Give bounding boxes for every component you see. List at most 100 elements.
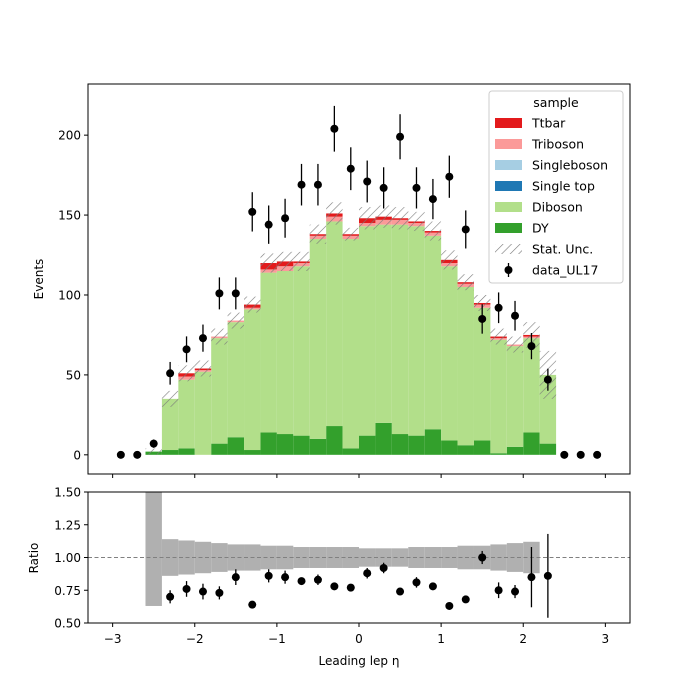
data-point-6 <box>215 289 224 298</box>
ratio-y-tick-label-2: 1.00 <box>54 551 81 565</box>
bar-dy-8 <box>276 434 294 455</box>
legend-items: Ttbar Triboson Singleboson Single top Diboso… <box>495 116 608 278</box>
data-point-12 <box>313 180 322 189</box>
stat-unc-box-20 <box>473 294 491 311</box>
bar-diboson-7 <box>260 272 277 433</box>
legend: sample Ttbar Triboson Singleboson Single to… <box>488 90 624 284</box>
bar-dy-6 <box>244 450 261 455</box>
ratio-point-14 <box>396 587 405 596</box>
ratio-point-11 <box>346 583 355 592</box>
data-point-24 <box>511 311 520 320</box>
main-x-ticks <box>112 474 606 478</box>
bar-diboson-22 <box>506 346 524 447</box>
bar-dy-16 <box>408 435 425 455</box>
ratio-x-tick-label-0: −3 <box>104 632 122 646</box>
bar-diboson-12 <box>342 239 359 449</box>
stat-unc-box-4 <box>211 328 228 345</box>
main-panel: 0 50 100 150 200 Events sample Ttbar Triboson… <box>32 83 631 478</box>
legend-swatch-triboson <box>495 139 522 149</box>
stat-unc-box-0 <box>145 448 162 455</box>
bar-diboson-3 <box>194 371 212 455</box>
data-point-0 <box>116 450 125 459</box>
stat-unc-box-6 <box>244 296 261 313</box>
x-axis-label: Leading lep η <box>319 654 400 668</box>
data-point-17 <box>396 132 405 141</box>
data-point-26 <box>543 375 552 384</box>
bar-diboson-4 <box>211 338 228 444</box>
bar-diboson-5 <box>227 322 245 438</box>
data-points <box>116 105 602 459</box>
data-point-5 <box>198 334 207 343</box>
main-y-tick-label-50: 50 <box>66 368 81 382</box>
stat-unc-box-9 <box>293 251 310 272</box>
bar-dy-4 <box>211 443 228 455</box>
main-y-tick-label-200: 200 <box>58 129 81 143</box>
ratio-band-box-0 <box>145 492 162 606</box>
bar-dy-14 <box>375 422 392 455</box>
ratio-band-box-7 <box>260 545 277 570</box>
ratio-point-0 <box>166 592 175 601</box>
stat-unc-box-8 <box>276 251 294 272</box>
stat-unc-box-11 <box>326 202 343 225</box>
stat-unc-box-21 <box>490 328 507 345</box>
legend-title: sample <box>533 95 579 110</box>
bar-diboson-1 <box>161 398 179 451</box>
ratio-band-box-13 <box>359 548 376 567</box>
ratio-x-tick-label-5: 2 <box>519 632 527 646</box>
legend-swatch-dy <box>495 223 522 233</box>
bar-diboson-10 <box>309 239 327 439</box>
bar-diboson-9 <box>293 266 310 436</box>
ratio-point-23 <box>543 571 552 580</box>
ratio-point-22 <box>527 573 536 582</box>
ratio-x-axis: −3 −2 −1 0 1 2 3 <box>104 623 609 646</box>
stat-unc-box-14 <box>375 205 392 228</box>
ratio-x-tick-label-4: 1 <box>437 632 445 646</box>
main-y-tick-label-0: 0 <box>73 448 81 462</box>
legend-label-data-ul17: data_UL17 <box>532 263 598 278</box>
data-point-9 <box>264 220 273 229</box>
ratio-band-box-1 <box>161 539 179 576</box>
data-point-23 <box>494 303 503 312</box>
stat-unc-box-5 <box>227 312 245 329</box>
ratio-points <box>166 533 552 618</box>
data-point-18 <box>412 183 421 192</box>
bar-dy-7 <box>260 432 277 455</box>
data-point-11 <box>297 180 306 189</box>
data-point-19 <box>428 195 437 204</box>
legend-swatch-stat-unc- <box>495 244 522 254</box>
bar-diboson-19 <box>457 286 474 446</box>
legend-swatch-single-top <box>495 181 522 191</box>
ratio-point-10 <box>330 582 339 591</box>
stat-unc-box-2 <box>178 365 195 382</box>
ratio-point-9 <box>313 575 322 584</box>
data-point-4 <box>182 345 191 354</box>
ratio-point-16 <box>428 582 437 591</box>
ratio-y-tick-label-0: 0.50 <box>54 617 81 631</box>
ratio-y-axis: 0.50 0.75 1.00 1.25 1.50 <box>54 486 88 631</box>
ratio-x-tick-label-6: 3 <box>602 632 610 646</box>
bar-dy-11 <box>326 426 343 455</box>
ratio-point-18 <box>461 595 470 604</box>
bar-dy-1 <box>161 450 179 455</box>
ratio-point-15 <box>412 578 421 587</box>
data-point-15 <box>363 177 372 186</box>
data-point-13 <box>330 124 339 133</box>
data-point-22 <box>478 314 487 323</box>
bar-diboson-17 <box>424 235 442 430</box>
stat-unc-box-12 <box>342 227 359 241</box>
legend-label-dy: DY <box>532 221 549 236</box>
ratio-x-tick-label-2: −1 <box>268 632 286 646</box>
ratio-y-tick-label-4: 1.50 <box>54 486 81 500</box>
ratio-point-17 <box>445 601 454 610</box>
ratio-point-19 <box>478 553 487 562</box>
bar-dy-24 <box>539 443 557 455</box>
bar-dy-13 <box>359 435 376 455</box>
legend-label-diboson: Diboson <box>532 200 583 215</box>
ratio-point-21 <box>511 587 520 596</box>
bar-diboson-16 <box>408 226 425 436</box>
ratio-point-8 <box>297 577 306 586</box>
ratio-point-12 <box>363 569 372 578</box>
legend-frame <box>488 90 624 284</box>
data-point-16 <box>379 183 388 192</box>
